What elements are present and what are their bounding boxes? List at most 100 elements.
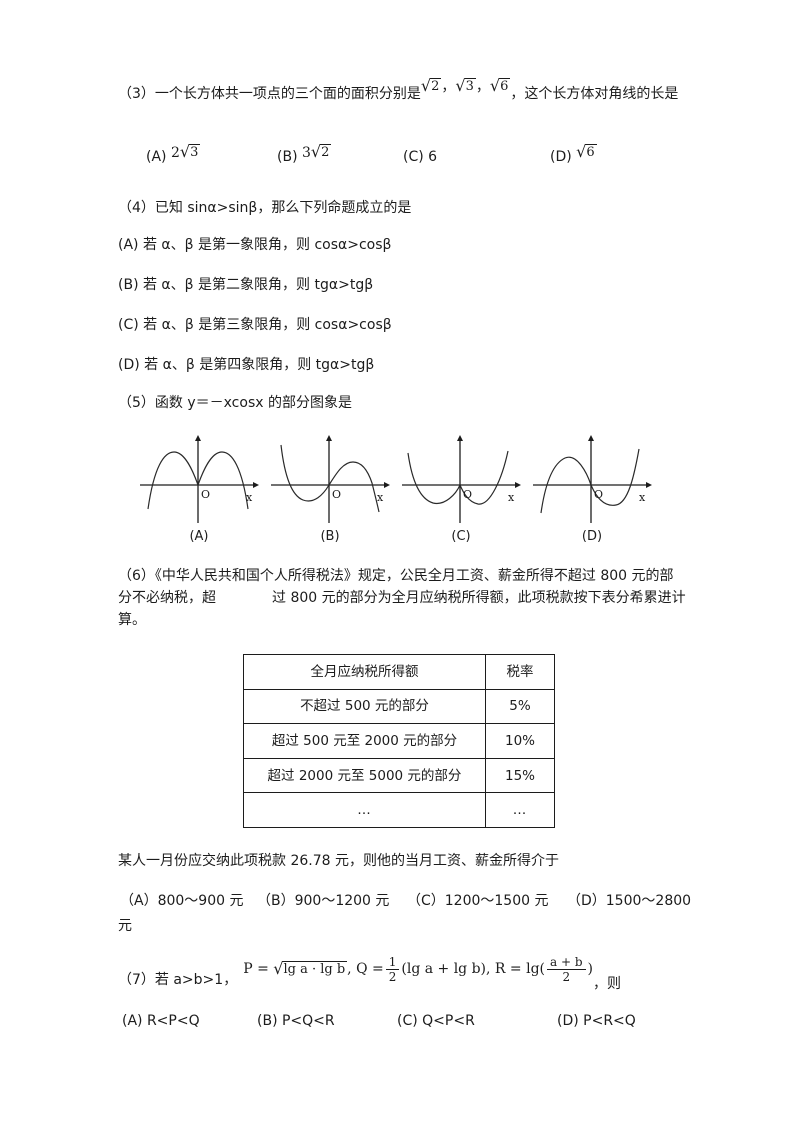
- graph-caption: (C): [451, 529, 471, 544]
- q7-formula-mid: (lg a + lg b), R = lg(: [401, 961, 545, 977]
- q3-option-b: (B) 3 √ 2: [277, 144, 403, 167]
- header-taxable-income: 全月应纳税所得额: [243, 654, 486, 690]
- y-axis-arrow: [195, 435, 201, 441]
- graph-option-a: O x (A): [138, 433, 260, 547]
- q3-option-a: (A) 2 √ 3: [146, 144, 277, 167]
- graph-caption: (B): [320, 529, 340, 544]
- sqrt-sign: √: [310, 142, 322, 161]
- cell-rate: 5%: [485, 688, 555, 725]
- sqrt-sign: √: [455, 76, 466, 95]
- question-4-stem: （4）已知 sinα>sinβ，那么下列命题成立的是: [118, 200, 412, 216]
- radicand: 2: [430, 78, 442, 94]
- radicand: 2: [320, 144, 332, 160]
- question-3-options: (A) 2 √ 3 (B) 3 √ 2 (C) 6 (D) √ 6: [146, 142, 597, 167]
- sqrt-sign: √: [489, 76, 501, 95]
- sqrt-sign: √: [576, 142, 587, 161]
- graph-option-b: O x (B): [269, 433, 391, 547]
- q6-line-3: 算。: [118, 612, 146, 628]
- q3-inline-formula: √ 2， √ 3， √ 6: [421, 76, 511, 97]
- q3-option-d: (D) √ 6: [550, 142, 597, 167]
- cell-rate: 10%: [485, 723, 555, 759]
- q3-option-c: (C) 6: [403, 147, 550, 167]
- header-tax-rate: 税率: [485, 654, 555, 690]
- question-6-stem: （6）《中华人民共和国个人所得税法》规定，公民全月工资、薪金所得不超过 800 …: [118, 565, 696, 631]
- x-axis-label: x: [246, 491, 253, 504]
- table-row: … …: [243, 792, 555, 828]
- function-graph-d: O x: [533, 435, 652, 523]
- function-graph-c: O x: [402, 435, 521, 523]
- x-axis-arrow: [646, 482, 652, 488]
- q7-option-b: (B) P<Q<R: [257, 1013, 335, 1029]
- graph-caption: (D): [581, 529, 603, 544]
- function-graph-b: O x: [271, 435, 390, 523]
- q4-option-a: (A) 若 α、β 是第一象限角，则 cosα>cosβ: [118, 237, 392, 253]
- table-header-row: 全月应纳税所得额 税率: [243, 654, 555, 690]
- cell-rate: 15%: [485, 757, 555, 794]
- q4-option-d: (D) 若 α、β 是第四象限角，则 tgα>tgβ: [118, 357, 375, 373]
- q3-stem-suffix: ，这个长方体对角线的长是: [510, 86, 679, 102]
- radicand: 3: [189, 144, 201, 160]
- q3-stem-prefix: （3）一个长方体共一项点的三个面的面积分别是: [118, 86, 421, 102]
- radicand: 6: [499, 78, 511, 94]
- q4-option-b: (B) 若 α、β 是第二象限角，则 tgα>tgβ: [118, 277, 374, 293]
- formula-comma: ，: [441, 79, 456, 95]
- q6-tail-text: 某人一月份应交纳此项税款 26.78 元，则他的当月工资、薪金所得介于: [118, 853, 559, 869]
- y-axis-arrow: [588, 435, 594, 441]
- q7-option-c: (C) Q<P<R: [397, 1013, 475, 1029]
- option-label: (D): [550, 149, 572, 165]
- option-label: (C): [403, 149, 424, 165]
- origin-label: O: [201, 488, 210, 501]
- q6-option-c: （C）1200～1500 元: [407, 893, 549, 909]
- origin-label: O: [332, 488, 341, 501]
- table-row: 超过 500 元至 2000 元的部分 10%: [243, 723, 555, 759]
- x-axis-arrow: [384, 482, 390, 488]
- origin-label: O: [463, 488, 472, 501]
- sqrt-sign: √: [273, 958, 284, 978]
- x-axis-label: x: [377, 491, 384, 504]
- question-5-stem: （5）函数 y＝－xcosx 的部分图象是: [118, 395, 352, 411]
- origin-label: O: [594, 488, 603, 501]
- cell-bracket: 不超过 500 元的部分: [243, 688, 486, 725]
- q6-line-2: 分不必纳税，超 过 800 元的部分为全月应纳税所得额，此项税款按下表分希累进计: [118, 590, 686, 606]
- option-formula: 2 √ 3: [170, 142, 201, 163]
- x-axis-label: x: [508, 491, 515, 504]
- question-7-options: (A) R<P<Q (B) P<Q<R (C) Q<P<R (D) P<R<Q: [122, 1011, 636, 1031]
- q6-option-b: （B）900～1200 元: [257, 893, 390, 909]
- x-axis-label: x: [639, 491, 646, 504]
- q-equals: , Q =: [347, 961, 384, 977]
- radicand: lg a · lg b: [282, 960, 348, 977]
- tax-rate-table: 全月应纳税所得额 税率 不超过 500 元的部分 5% 超过 500 元至 20…: [243, 654, 555, 828]
- question-6-options: （A）800～900 元 （B）900～1200 元 （C）1200～1500 …: [120, 891, 691, 911]
- graph-option-d: O x (D): [531, 433, 653, 547]
- q6-option-a: （A）800～900 元: [120, 893, 244, 909]
- option-formula: 3 √ 2: [302, 142, 332, 163]
- y-axis-arrow: [326, 435, 332, 441]
- q7-option-a: (A) R<P<Q: [122, 1013, 200, 1029]
- option-label: (A): [146, 149, 167, 165]
- table-row: 超过 2000 元至 5000 元的部分 15%: [243, 757, 555, 794]
- q7-stem-prefix: （7）若 a>b>1，: [118, 972, 238, 988]
- option-value: 6: [428, 149, 438, 165]
- q6-line-1: （6）《中华人民共和国个人所得税法》规定，公民全月工资、薪金所得不超过 800 …: [118, 568, 674, 584]
- radicand: 6: [585, 144, 597, 160]
- x-axis-arrow: [515, 482, 521, 488]
- sqrt-sign: √: [179, 142, 191, 161]
- y-axis-arrow: [457, 435, 463, 441]
- question-3-stem: （3）一个长方体共一项点的三个面的面积分别是 √ 2， √ 3， √ 6 ，这个长方体对角线的…: [118, 78, 698, 104]
- q7-formula-close: ): [587, 961, 593, 977]
- formula-comma: ，: [475, 79, 490, 95]
- q7-option-d: (D) P<R<Q: [557, 1013, 636, 1029]
- graph-option-c: O x (C): [400, 433, 522, 547]
- option-label: (B): [277, 149, 298, 165]
- cell-bracket-ellipsis: …: [243, 792, 486, 828]
- question-5-graphs: O x (A) O x (B): [138, 433, 653, 547]
- p-equals: P =: [243, 961, 269, 977]
- q6-option-d: （D）1500～2800: [567, 893, 692, 909]
- q7-stem-suffix: ，则: [593, 976, 621, 992]
- function-graph-a: O x: [140, 435, 259, 523]
- coefficient: 2: [170, 145, 180, 161]
